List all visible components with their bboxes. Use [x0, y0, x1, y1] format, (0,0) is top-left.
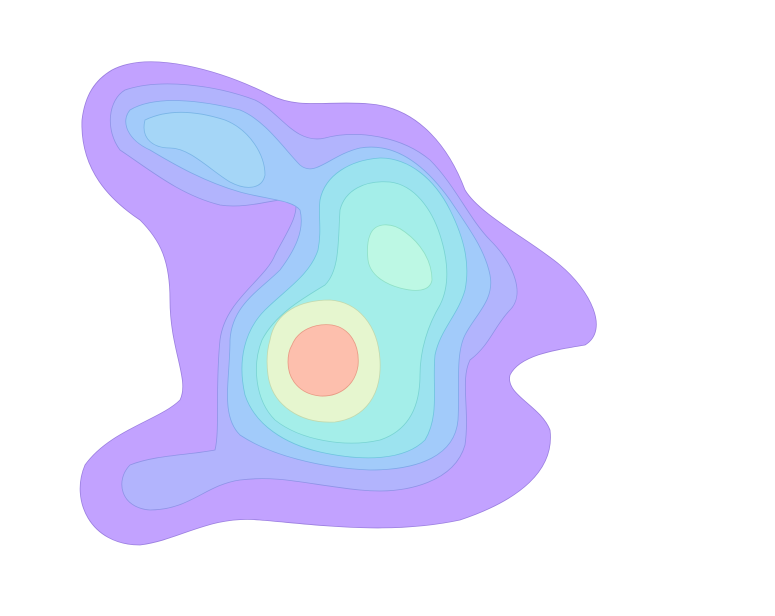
contour-level-9: [287, 324, 359, 397]
contour-levels: [79, 61, 597, 546]
contour-level-4: [143, 112, 266, 188]
contour-level-7: [367, 224, 433, 291]
